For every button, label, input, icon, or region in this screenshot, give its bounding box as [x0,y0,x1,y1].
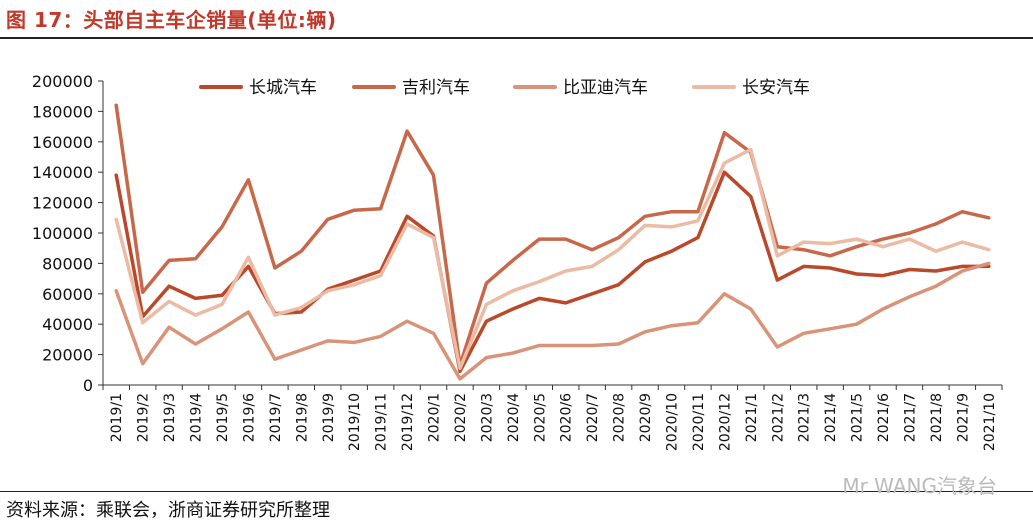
legend-label: 比亚迪汽车 [563,78,648,98]
series-line-4 [114,147,991,371]
x-tick-label: 2021/6 [876,393,892,442]
x-tick-label: 2019/4 [189,393,205,442]
y-tick-label: 20000 [42,346,93,365]
watermark-text: Mr WANG汽象台 [842,474,997,498]
x-tick-label: 2019/6 [241,393,257,442]
x-tick-label: 2020/2 [453,393,469,442]
x-tick-label: 2020/4 [506,393,522,442]
series-line-1 [114,170,991,374]
series-line-3 [114,261,991,381]
x-tick-label: 2021/7 [902,393,918,442]
y-tick-label: 140000 [32,163,93,182]
y-tick-label: 40000 [42,315,93,334]
legend-label: 长城汽车 [249,78,317,98]
x-tick-label: 2020/5 [532,393,548,442]
y-tick-label: 0 [83,376,93,395]
x-tick-label: 2020/7 [585,393,601,442]
legend-label: 长安汽车 [742,78,810,98]
x-axis: 2019/1 2019/2 2019/3 2019/4 2019/5 2019/6 2019… [102,384,1003,451]
x-tick-label: 2020/8 [612,393,628,442]
x-tick-label: 2020/10 [664,393,680,451]
x-tick-label: 2019/7 [268,393,284,442]
x-tick-label: 2021/4 [823,393,839,442]
x-tick-label: 2019/5 [215,393,231,442]
x-tick-label: 2021/9 [955,393,971,442]
x-tick-label: 2020/9 [638,393,654,442]
x-tick-label: 2019/10 [347,393,363,451]
x-tick-label: 2021/3 [797,393,813,442]
x-tick-label: 2019/2 [136,393,152,442]
title-divider [0,37,1033,39]
footer-divider [0,491,1033,492]
x-tick-label: 2021/10 [982,393,998,451]
x-tick-label: 2019/1 [109,393,125,442]
y-tick-label: 180000 [32,102,93,121]
x-tick-label: 2021/2 [770,393,786,442]
figure-title: 图 17：头部自主车企销量(单位:辆) [6,8,337,32]
x-tick-label: 2019/9 [321,393,337,442]
y-tick-label: 60000 [42,285,93,304]
x-tick-label: 2019/12 [400,393,416,451]
x-tick-label: 2020/1 [427,393,443,442]
source-note: 资料来源：乘联会，浙商证券研究所整理 [6,500,330,521]
series-line-2 [114,103,991,367]
x-tick-label: 2021/1 [744,393,760,442]
series-layer [114,103,991,381]
x-tick-label: 2019/8 [294,393,310,442]
y-tick-label: 200000 [32,72,93,91]
line-chart: 长城汽车 吉利汽车 比亚迪汽车 长安汽车 0 20000 40000 60000 80000 1… [32,72,1003,451]
y-tick-label: 160000 [32,133,93,152]
x-tick-label: 2020/12 [717,393,733,451]
legend-label: 吉利汽车 [402,78,470,98]
x-tick-label: 2019/3 [162,393,178,442]
chart-legend: 长城汽车 吉利汽车 比亚迪汽车 长安汽车 [199,78,810,98]
x-tick-label: 2020/6 [559,393,575,442]
y-tick-label: 100000 [32,224,93,243]
x-tick-label: 2019/11 [374,393,390,451]
x-tick-label: 2021/8 [929,393,945,442]
x-tick-label: 2020/11 [691,393,707,451]
x-tick-label: 2020/3 [479,393,495,442]
y-tick-label: 80000 [42,254,93,273]
y-axis: 0 20000 40000 60000 80000 100000 120000 140000 1… [32,72,104,395]
y-tick-label: 120000 [32,194,93,213]
x-tick-label: 2021/5 [850,393,866,442]
